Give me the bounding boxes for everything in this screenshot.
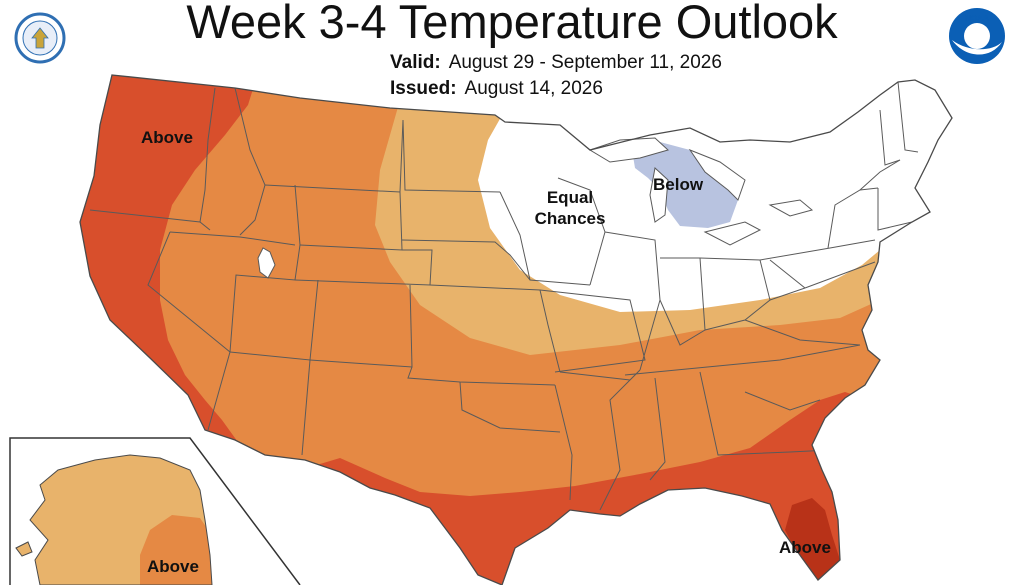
great-salt-lake bbox=[257, 247, 276, 279]
page-title: Week 3-4 Temperature Outlook bbox=[186, 0, 838, 48]
above-very-strong-florida bbox=[785, 498, 840, 585]
label-west-above: Above bbox=[141, 128, 193, 147]
below-region bbox=[632, 142, 738, 228]
issued-value: August 14, 2026 bbox=[464, 78, 603, 99]
valid-label: Valid: bbox=[390, 52, 441, 73]
great-lakes bbox=[588, 137, 814, 246]
noaa-logo-icon: NOAA bbox=[949, 8, 1005, 64]
issued-line: Issued: August 14, 2026 bbox=[390, 78, 603, 100]
alaska-island bbox=[15, 541, 33, 557]
label-equal-chances: Equal Chances bbox=[534, 188, 606, 228]
state-borders bbox=[89, 81, 919, 511]
alaska-outline bbox=[29, 454, 213, 585]
alaska-above-moderate bbox=[140, 515, 212, 585]
valid-value: August 29 - September 11, 2026 bbox=[448, 52, 722, 73]
label-florida-above: Above bbox=[779, 538, 831, 557]
label-below: Below bbox=[653, 175, 704, 194]
doc-seal-icon bbox=[14, 12, 66, 64]
valid-line: Valid: August 29 - September 11, 2026 bbox=[390, 52, 722, 74]
label-alaska-above: Above bbox=[147, 557, 199, 576]
conus-outline bbox=[79, 74, 953, 585]
noaa-logo-text: NOAA bbox=[965, 14, 989, 23]
issued-label: Issued: bbox=[390, 78, 457, 99]
